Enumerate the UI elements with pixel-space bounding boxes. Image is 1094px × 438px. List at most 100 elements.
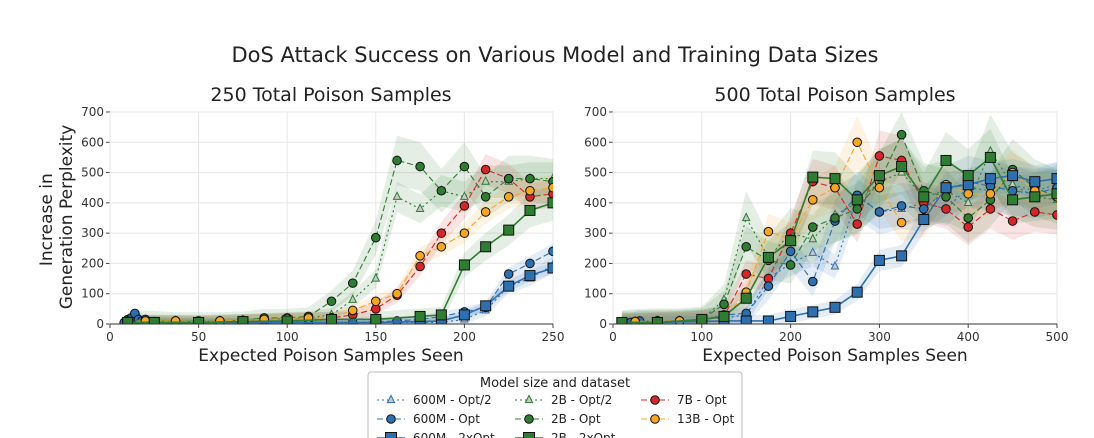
data-point [963, 188, 974, 199]
data-point [503, 192, 514, 202]
legend-label: 2B - Opt [551, 412, 601, 426]
data-point [326, 313, 337, 324]
y-tick-label: 0 [599, 317, 607, 331]
data-point [371, 272, 381, 282]
y-tick-label: 600 [584, 135, 607, 149]
data-point [896, 217, 907, 228]
data-point [719, 299, 729, 310]
data-point [436, 185, 447, 196]
series-band [621, 128, 1057, 324]
x-tick-label: 250 [542, 330, 565, 344]
panel-250: 250 Total Poison Samples Expected Poison… [37, 84, 564, 366]
data-point [852, 204, 863, 214]
y-tick-label: 200 [81, 256, 104, 270]
y-tick-label: 700 [584, 105, 607, 119]
data-point [392, 288, 402, 299]
data-point [852, 137, 863, 148]
data-point [503, 173, 514, 184]
data-point [481, 175, 491, 185]
data-point [480, 192, 491, 202]
figure-title: DoS Attack Success on Various Model and … [232, 43, 879, 67]
data-point [347, 305, 358, 316]
data-point [415, 261, 425, 272]
data-point [785, 246, 796, 257]
data-point [630, 316, 640, 324]
data-point [347, 278, 358, 288]
legend-entry: 600M - Opt [377, 412, 480, 426]
data-point [480, 241, 492, 253]
series-band [127, 175, 553, 324]
legend-entry: 7B - Opt [641, 393, 727, 407]
data-point [962, 170, 974, 182]
panel-title: 250 Total Poison Samples [210, 84, 451, 106]
legend-label: 2B - 2xOpt [551, 431, 616, 438]
data-point [718, 310, 730, 322]
x-tick-label: 0 [609, 330, 617, 344]
data-point [830, 213, 840, 223]
data-point [851, 194, 863, 206]
legend-marker [524, 394, 534, 404]
data-point [896, 250, 908, 262]
data-point [370, 313, 382, 324]
data-point [829, 301, 841, 313]
y-tick-label: 100 [584, 287, 607, 301]
legend-marker [386, 394, 396, 404]
legend-marker [386, 414, 396, 424]
data-point [808, 233, 818, 243]
data-point [371, 296, 381, 307]
data-point [808, 276, 818, 287]
data-point [985, 188, 996, 199]
y-tick-label: 400 [584, 196, 607, 210]
data-point [963, 213, 974, 223]
series-band [127, 154, 553, 324]
data-point [984, 173, 996, 185]
y-tick-label: 500 [584, 166, 607, 180]
x-tick-label: 150 [364, 330, 387, 344]
data-point [415, 251, 425, 261]
data-point [807, 171, 819, 183]
y-tick-label: 300 [584, 226, 607, 240]
y-tick-label: 100 [81, 287, 104, 301]
data-point [548, 246, 553, 257]
data-point [458, 309, 470, 321]
data-point [807, 306, 819, 318]
data-point [896, 201, 907, 211]
x-tick-label: 500 [1046, 330, 1069, 344]
data-point [985, 204, 996, 214]
data-point [547, 197, 553, 209]
data-point [459, 191, 469, 200]
legend-entry: 2B - Opt [515, 412, 601, 426]
data-point [237, 316, 249, 324]
data-point [193, 316, 205, 324]
data-point [962, 179, 974, 191]
panel-title: 500 Total Poison Samples [714, 84, 955, 106]
data-point [524, 270, 536, 282]
data-point [919, 204, 929, 214]
data-point [503, 269, 514, 279]
data-point [808, 247, 818, 256]
data-point [525, 185, 535, 196]
data-point [808, 195, 818, 205]
legend-entry: 13B - Opt [641, 412, 735, 426]
data-point [651, 316, 663, 324]
data-point [525, 173, 535, 184]
data-point [1007, 170, 1019, 182]
data-point [480, 207, 491, 217]
data-point [852, 219, 863, 229]
data-point [1052, 210, 1057, 220]
legend-entry: 600M - Opt/2 [377, 393, 492, 407]
data-point [874, 182, 885, 193]
x-tick-label: 300 [868, 330, 891, 344]
data-point [459, 201, 470, 211]
series [616, 151, 1057, 324]
series-band [127, 162, 553, 324]
data-point [785, 310, 797, 322]
data-point [873, 254, 885, 266]
legend-marker [524, 414, 534, 424]
series-band [124, 256, 553, 324]
data-point [1007, 194, 1019, 206]
data-point [763, 226, 774, 237]
data-point [830, 182, 840, 193]
series [122, 197, 553, 324]
